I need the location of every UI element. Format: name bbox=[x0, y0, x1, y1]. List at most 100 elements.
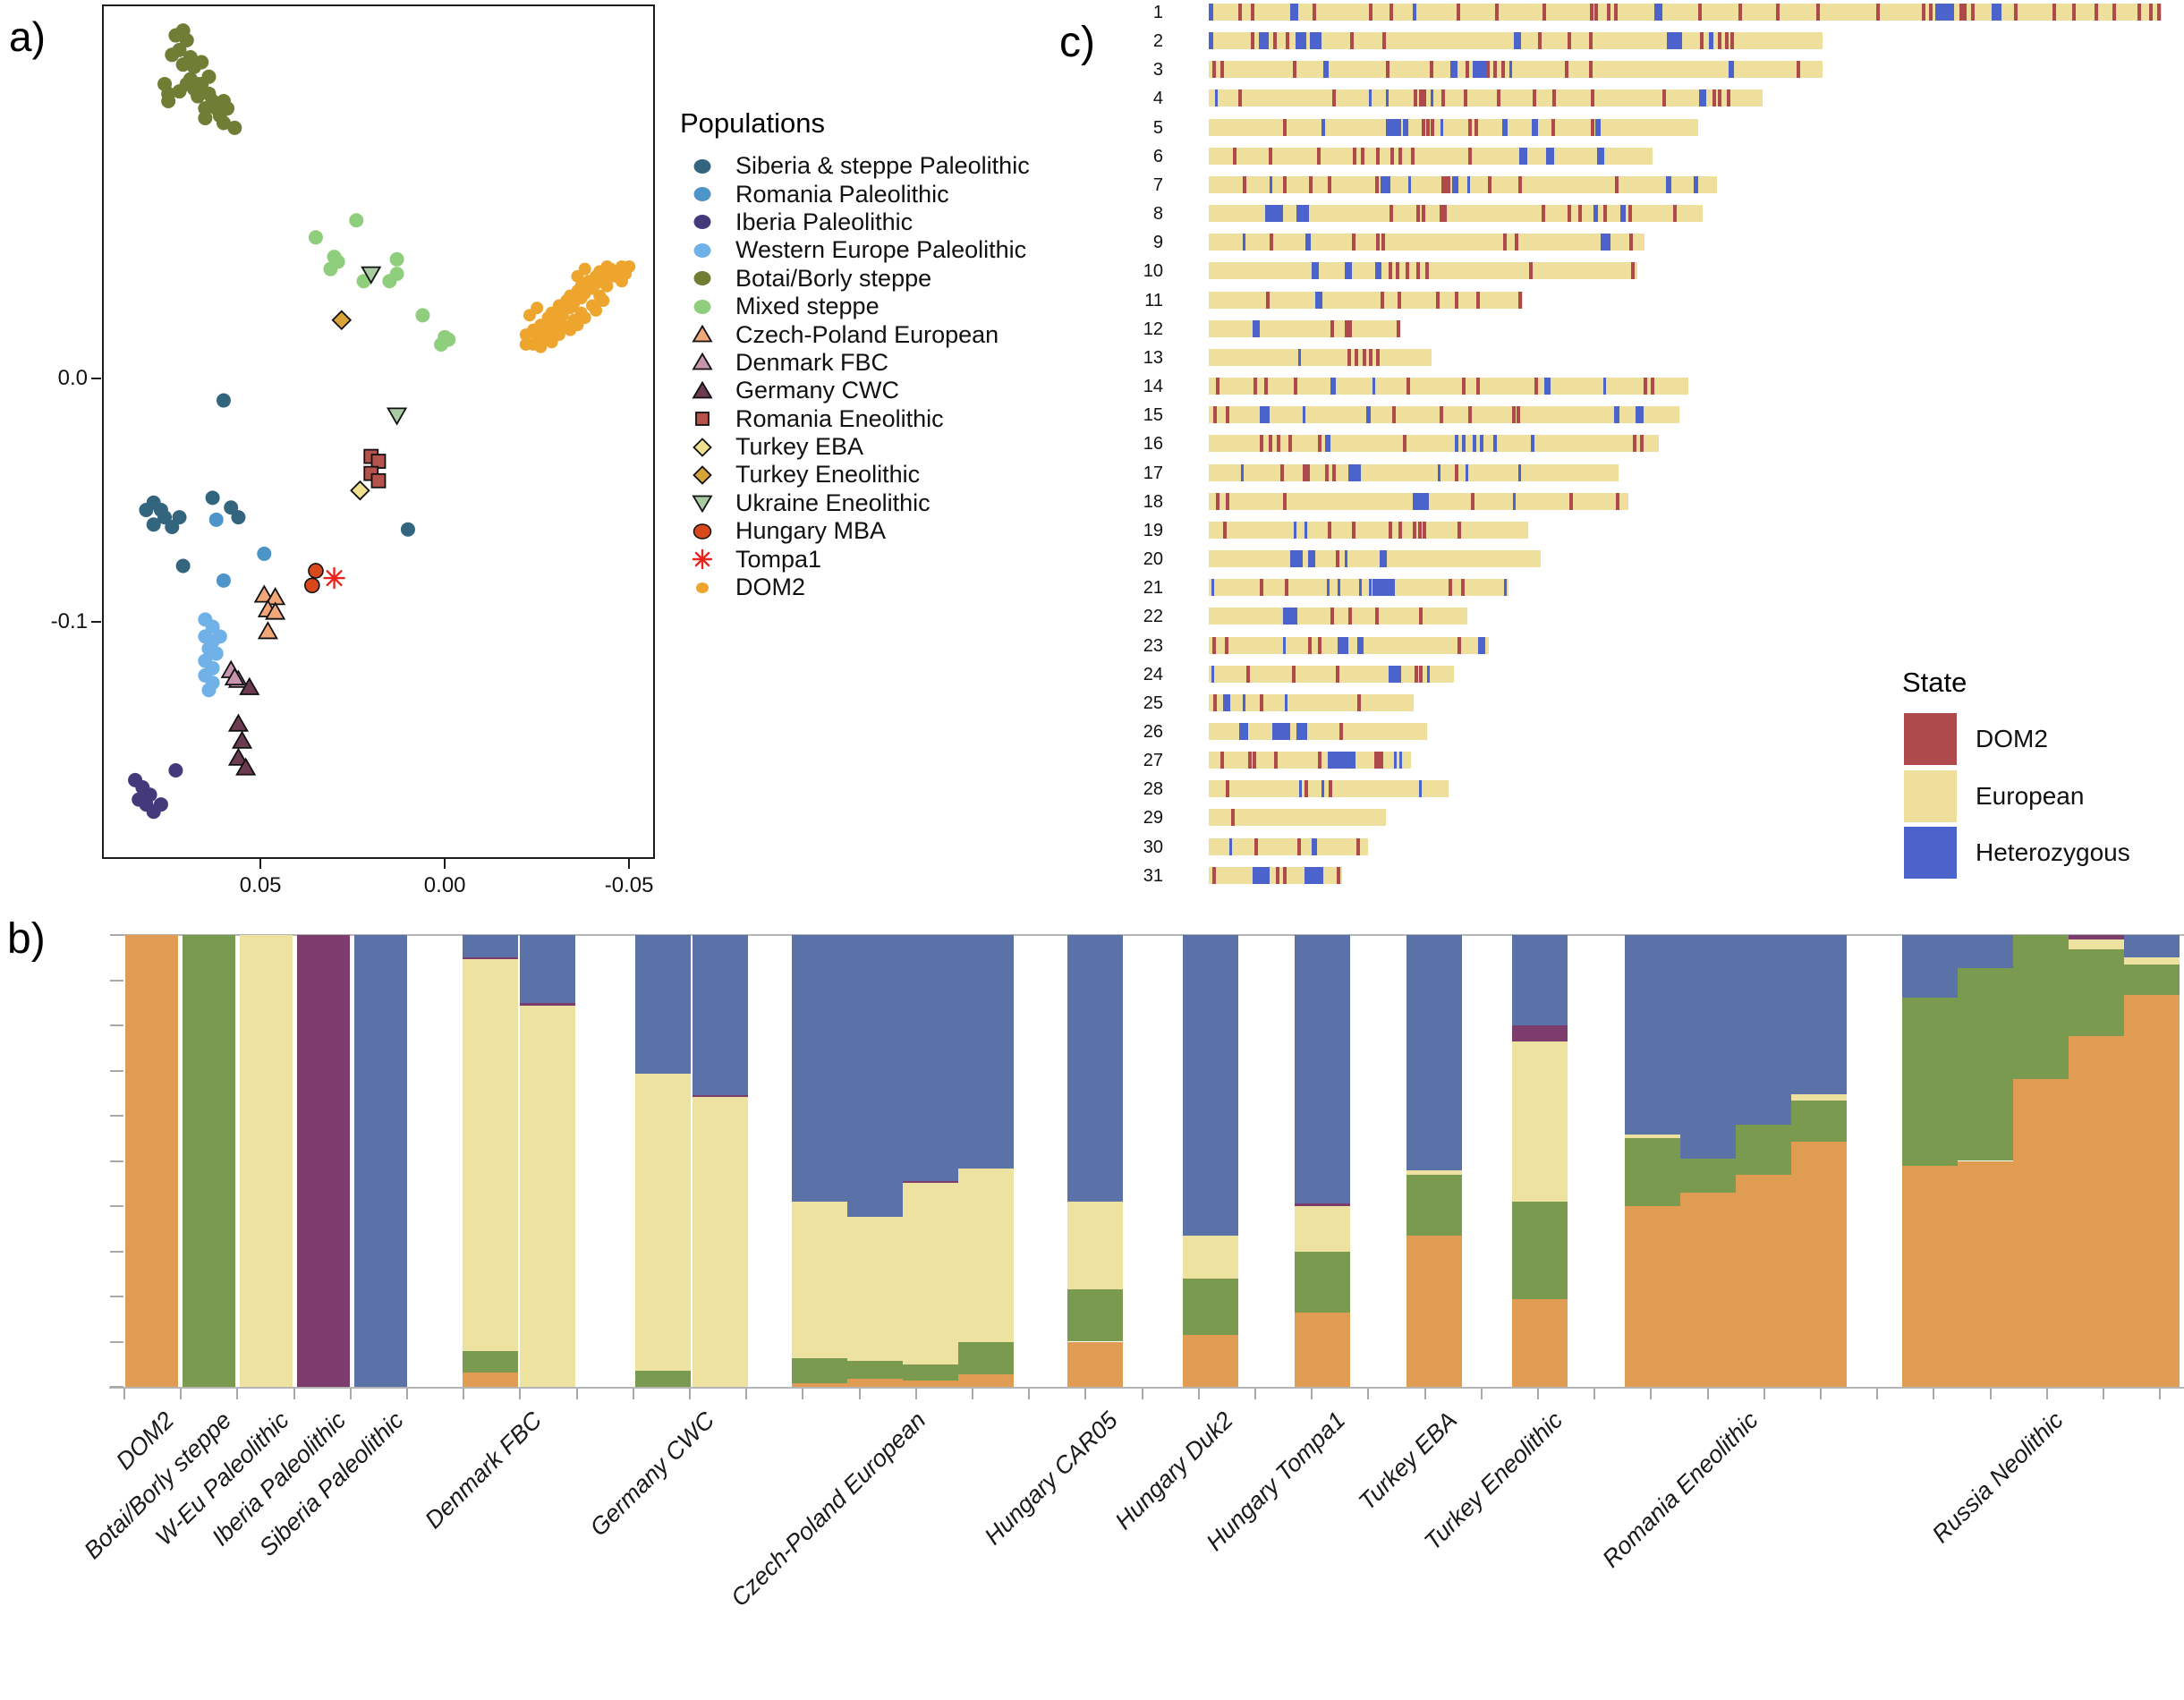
dom2-segment bbox=[1551, 118, 1556, 136]
heterozygous-segment bbox=[1636, 406, 1644, 424]
scatter-point bbox=[578, 262, 591, 276]
dom2-segment bbox=[1494, 4, 1499, 21]
dom2-segment bbox=[2095, 4, 2099, 21]
admixture-segment bbox=[1680, 1158, 1736, 1193]
dom2-segment bbox=[1518, 175, 1523, 193]
group-label: Hungary CAR05 bbox=[979, 1407, 1124, 1551]
legend-item: Hungary MBA bbox=[680, 517, 1100, 545]
circle-icon bbox=[689, 520, 716, 543]
heterozygous-segment bbox=[1519, 147, 1528, 165]
admixture-segment bbox=[520, 935, 575, 1003]
dom2-segment bbox=[1816, 4, 1821, 21]
dom2-segment bbox=[1463, 89, 1467, 107]
legend-symbol bbox=[693, 271, 711, 286]
heterozygous-segment bbox=[1321, 780, 1325, 798]
dom2-segment bbox=[1292, 61, 1296, 79]
scatter-point bbox=[216, 115, 231, 131]
chromosome-number: 1 bbox=[1152, 3, 1163, 22]
circle-icon bbox=[689, 295, 716, 319]
dom2-segment bbox=[1389, 205, 1393, 223]
pca-scatter-svg bbox=[128, 23, 636, 820]
dom2-segment bbox=[1282, 175, 1287, 193]
x-axis-tick bbox=[2103, 1389, 2104, 1399]
x-axis-tick bbox=[1650, 1389, 1653, 1399]
dom2-segment bbox=[1237, 89, 1242, 107]
dom2-segment bbox=[1439, 205, 1443, 223]
dom2-segment bbox=[1413, 521, 1417, 539]
scatter-point bbox=[212, 629, 227, 644]
x-axis-tick bbox=[1197, 1389, 1200, 1399]
dom2-segment bbox=[1415, 262, 1420, 280]
scatter-point bbox=[623, 259, 636, 273]
populations-legend-items: Siberia & steppe Paleolithic Romania Pale… bbox=[680, 152, 1100, 601]
heterozygous-segment bbox=[1372, 579, 1395, 597]
dom2-segment bbox=[1594, 4, 1599, 21]
dom2-segment bbox=[1233, 147, 1237, 165]
legend-symbol bbox=[692, 353, 713, 370]
heterozygous-segment bbox=[1298, 780, 1302, 798]
admixture-segment bbox=[1902, 935, 1958, 999]
heterozygous-segment bbox=[1302, 406, 1305, 424]
chromosome-number: 28 bbox=[1143, 779, 1163, 800]
heterozygous-segment bbox=[1304, 866, 1324, 884]
dom2-segment bbox=[1254, 837, 1259, 855]
heterozygous-segment bbox=[1517, 463, 1521, 481]
scatter-point bbox=[308, 563, 324, 579]
chromosome-number: 24 bbox=[1143, 664, 1163, 684]
dom2-segment bbox=[1672, 205, 1677, 223]
chromosome-bar bbox=[1209, 175, 1717, 193]
admixture-segment bbox=[1625, 1134, 1680, 1139]
chromosome-number: 4 bbox=[1152, 89, 1163, 109]
triangle_down-icon-svg bbox=[692, 495, 713, 514]
dom2-segment bbox=[1488, 175, 1492, 193]
heterozygous-segment bbox=[1366, 406, 1372, 424]
legend-item: Tompa1 bbox=[680, 545, 1100, 573]
admixture-segment bbox=[2069, 949, 2124, 1037]
admixture-segment bbox=[1791, 1100, 1847, 1143]
chromosome-bar bbox=[1209, 378, 1688, 395]
heterozygous-segment bbox=[1532, 118, 1538, 136]
heterozygous-segment bbox=[1326, 579, 1330, 597]
heterozygous-segment bbox=[1512, 492, 1517, 510]
legend-symbol-line bbox=[694, 551, 710, 567]
dom2-segment bbox=[1270, 234, 1274, 251]
legend-item: Czech-Poland European bbox=[680, 320, 1100, 348]
scatter-point bbox=[205, 490, 220, 506]
heterozygous-segment bbox=[1337, 579, 1341, 597]
heterozygous-segment bbox=[1593, 205, 1598, 223]
dom2-segment bbox=[1449, 579, 1453, 597]
heterozygous-segment bbox=[1454, 435, 1458, 453]
heterozygous-segment bbox=[1296, 205, 1309, 223]
admixture-segment bbox=[1067, 1201, 1123, 1290]
dom2-segment bbox=[1440, 175, 1451, 193]
admixture-segment bbox=[1183, 935, 1238, 1236]
plot-baseline bbox=[109, 1387, 2184, 1389]
admixture-segment bbox=[1512, 1041, 1568, 1202]
panel-b-label: b) bbox=[7, 915, 46, 963]
dom2-segment bbox=[1250, 32, 1254, 50]
scatter-point bbox=[331, 310, 353, 331]
x-axis-tick bbox=[858, 1389, 861, 1399]
dom2-segment bbox=[1216, 378, 1220, 395]
dom2-segment bbox=[1461, 378, 1466, 395]
dom2-segment bbox=[1382, 32, 1387, 50]
admixture-segment bbox=[792, 935, 847, 1203]
heterozygous-segment bbox=[1348, 463, 1361, 481]
dom2-segment bbox=[1457, 521, 1462, 539]
heterozygous-segment bbox=[1323, 61, 1329, 79]
legend-item: Mixed steppe bbox=[680, 293, 1100, 320]
y-axis-tick bbox=[91, 378, 101, 380]
heterozygous-segment bbox=[1223, 693, 1231, 711]
chromosome-number: 26 bbox=[1143, 722, 1163, 742]
dom2-segment bbox=[1443, 205, 1448, 223]
chromosome-bar bbox=[1209, 89, 1763, 107]
dom2-segment bbox=[1577, 205, 1582, 223]
dom2-segment bbox=[1607, 4, 1611, 21]
dom2-segment bbox=[1276, 435, 1280, 453]
triangle-icon-svg bbox=[692, 324, 713, 343]
x-axis-tick bbox=[444, 859, 446, 869]
dom2-segment bbox=[1308, 175, 1313, 193]
scatter-point bbox=[201, 683, 217, 698]
dom2-segment bbox=[1528, 262, 1533, 280]
scatter-point bbox=[350, 480, 370, 501]
